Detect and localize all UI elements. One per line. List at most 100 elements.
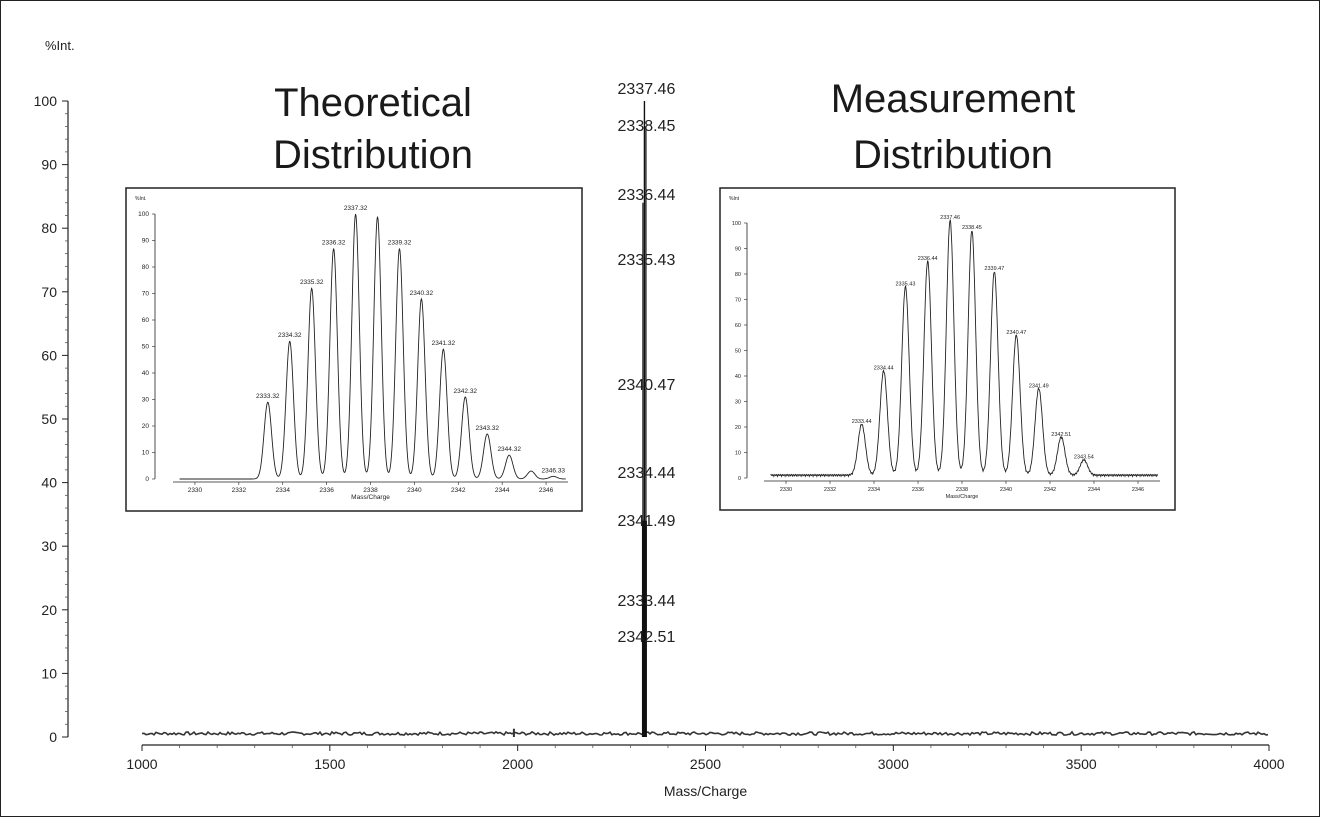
inset-y-unit-label: %Int. — [135, 196, 146, 202]
inset-x-tick-label: 2336 — [319, 487, 334, 494]
inset-border — [719, 187, 1176, 511]
inset-peak-label: 2335.43 — [896, 281, 916, 287]
baseline-noise — [141, 730, 1269, 737]
inset-y-tick-label: 70 — [735, 298, 741, 304]
inset-y-tick-label: 60 — [735, 323, 741, 329]
inset-peak-label: 2336.44 — [918, 256, 938, 262]
main-peak-label: 2336.44 — [618, 187, 676, 204]
y-tick-label: 0 — [49, 729, 57, 745]
inset-y-tick-label: 50 — [142, 344, 150, 351]
inset-peak-label: 2339.32 — [388, 239, 412, 246]
inset-y-tick-label: 20 — [735, 425, 741, 431]
theoretical-title-line1: Theoretical — [274, 81, 472, 125]
inset-x-tick-label: 2346 — [1132, 487, 1144, 493]
inset-peak-label: 2342.51 — [1051, 432, 1071, 438]
inset-y-tick-label: 10 — [142, 450, 150, 457]
inset-peak-label: 2342.32 — [454, 388, 478, 395]
inset-x-tick-label: 2334 — [275, 487, 290, 494]
inset-y-tick-label: 50 — [735, 349, 741, 355]
inset-x-tick-label: 2338 — [956, 487, 968, 493]
inset-x-axis-title: Mass/Charge — [351, 494, 390, 501]
inset-peak-label: 2333.32 — [256, 393, 280, 400]
inset-y-tick-label: 80 — [735, 272, 741, 278]
main-peak-label: 2333.44 — [618, 593, 676, 610]
inset-theoretical: %Int. 0 10 20 30 40 50 60 70 80 90 100 2330 2332 2334 2… — [125, 187, 583, 512]
inset-peak-label: 2334.32 — [278, 332, 302, 339]
inset-trace — [770, 219, 1159, 478]
x-tick-label: 4000 — [1253, 756, 1284, 772]
inset-x-tick-label: 2330 — [780, 487, 792, 493]
inset-y-unit-label: %Int — [729, 196, 740, 202]
main-peak-labels: 2337.46 2338.45 2336.44 2335.43 2340.47 2334.… — [618, 81, 676, 646]
inset-y-tick-label: 100 — [732, 221, 741, 227]
inset-peak-label: 2337.46 — [940, 215, 960, 221]
inset-peak-label: 2346.33 — [542, 467, 566, 474]
y-tick-label: 70 — [41, 284, 57, 300]
measurement-title-line1: Measurement — [831, 77, 1076, 121]
y-tick-label: 20 — [41, 602, 57, 618]
y-tick-label: 60 — [41, 347, 57, 363]
main-peak-label: 2338.45 — [618, 118, 676, 135]
inset-peak-label: 2334.44 — [874, 365, 894, 371]
inset-y-tick-label: 30 — [142, 397, 150, 404]
inset-y-tick-label: 80 — [142, 264, 150, 271]
inset-peak-label: 2337.32 — [344, 205, 368, 212]
inset-x-tick-label: 2332 — [824, 487, 836, 493]
inset-y-tick-label: 60 — [142, 317, 150, 324]
inset-x-tick-label: 2344 — [495, 487, 510, 494]
inset-y-tick-label: 20 — [142, 423, 150, 430]
inset-y-tick-label: 90 — [735, 247, 741, 253]
y-tick-label: 50 — [41, 411, 57, 427]
inset-y-tick-label: 40 — [142, 370, 150, 377]
inset-x-tick-label: 2342 — [1044, 487, 1056, 493]
measurement-title-line2: Distribution — [853, 133, 1053, 177]
inset-peak-label: 2341.49 — [1029, 383, 1049, 389]
inset-y-tick-label: 40 — [735, 374, 741, 380]
inset-y-tick-label: 0 — [145, 476, 149, 483]
inset-peak-label: 2338.45 — [962, 225, 982, 231]
inset-peak-label: 2333.44 — [852, 419, 872, 425]
inset-peak-label: 2343.32 — [475, 425, 499, 432]
y-tick-label: 10 — [41, 665, 57, 681]
main-peak-label: 2340.47 — [618, 377, 676, 394]
inset-x-tick-label: 2344 — [1088, 487, 1100, 493]
theoretical-title-line2: Distribution — [273, 133, 473, 177]
inset-peak-label: 2343.54 — [1074, 455, 1094, 461]
y-tick-label: 30 — [41, 538, 57, 554]
inset-y-tick-label: 100 — [138, 211, 149, 218]
x-tick-label: 3000 — [878, 756, 909, 772]
inset-x-tick-label: 2336 — [912, 487, 924, 493]
inset-y-tick-label: 10 — [735, 451, 741, 457]
inset-x-tick-label: 2342 — [451, 487, 466, 494]
inset-x-tick-label: 2332 — [232, 487, 247, 494]
main-peak-label: 2341.49 — [618, 513, 676, 530]
inset-peak-label: 2340.32 — [410, 290, 434, 297]
inset-y-tick-label: 90 — [142, 238, 150, 245]
inset-trace — [179, 213, 566, 480]
main-trace — [141, 101, 1269, 737]
main-peak-label: 2337.46 — [618, 81, 676, 98]
x-tick-label: 1500 — [314, 756, 345, 772]
inset-peak-label: 2344.32 — [497, 446, 521, 453]
y-tick-label: 100 — [34, 93, 58, 109]
main-peak-label: 2334.44 — [618, 465, 676, 482]
inset-x-tick-label: 2330 — [188, 487, 203, 494]
inset-peak-label: 2341.32 — [432, 340, 456, 347]
y-tick-label: 80 — [41, 220, 57, 236]
x-tick-label: 3500 — [1066, 756, 1097, 772]
y-tick-label: 90 — [41, 157, 57, 173]
x-tick-label: 1000 — [126, 756, 157, 772]
inset-peak-label: 2339.47 — [984, 266, 1004, 272]
inset-x-axis-title: Mass/Charge — [946, 494, 979, 500]
main-peak-label: 2335.43 — [618, 252, 676, 269]
inset-peak-label: 2335.32 — [300, 279, 324, 286]
y-tick-label: 40 — [41, 475, 57, 491]
x-tick-label: 2500 — [690, 756, 721, 772]
inset-peak-label: 2336.32 — [322, 239, 346, 246]
inset-x-tick-label: 2340 — [407, 487, 422, 494]
main-peak-label: 2342.51 — [618, 629, 676, 646]
inset-peak-label: 2340.47 — [1006, 330, 1026, 336]
